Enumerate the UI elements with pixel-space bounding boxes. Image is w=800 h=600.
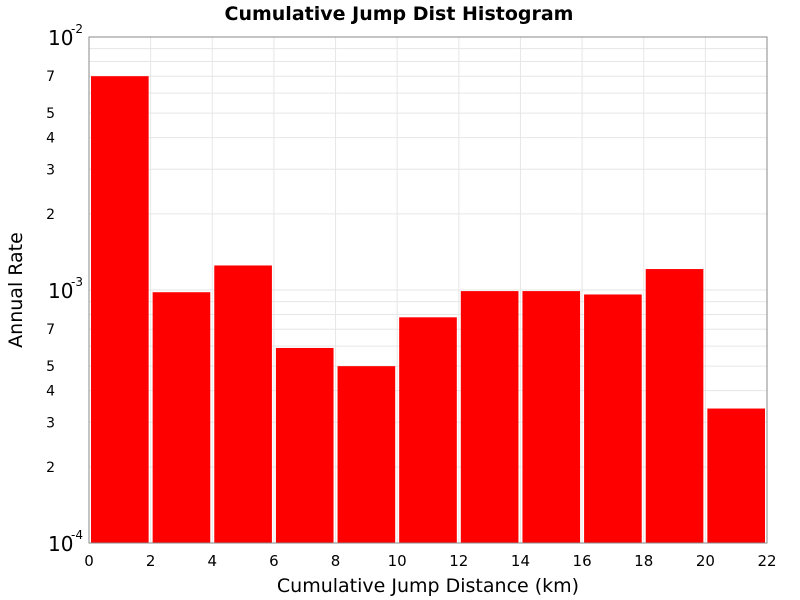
y-tick-label: 4 [46,384,55,400]
y-axis-label: Annual Rate [5,232,27,348]
x-axis-ticks: 0 2 4 6 8 10 12 14 16 18 20 22 [84,552,776,570]
y-tick-label: 2 [46,207,55,223]
bar-11 [707,408,765,543]
y-tick-label: 5 [46,359,55,375]
bar-3 [214,265,272,543]
y-major-tick-exponent: -3 [71,275,83,289]
x-tick-label: 22 [757,552,776,570]
bar-4 [275,347,334,543]
x-tick-label: 0 [84,552,94,570]
y-major-tick-base: 10 [48,532,73,556]
x-tick-label: 14 [511,552,530,570]
plot-frame [88,36,768,544]
bar-9 [584,294,642,543]
x-tick-label: 10 [388,552,407,570]
chart-title: Cumulative Jump Dist Histogram [225,3,574,25]
x-tick-label: 20 [696,552,715,570]
y-major-tick-base: 10 [48,279,73,303]
y-tick-label: 3 [46,162,55,178]
bar-7 [460,291,519,543]
y-tick-label: 2 [46,460,55,476]
y-major-tick-exponent: -4 [71,528,83,542]
x-tick-label: 4 [207,552,217,570]
y-tick-label: 4 [46,131,55,147]
y-major-tick-base: 10 [48,26,73,50]
bar-1 [91,76,149,544]
bars [91,76,765,544]
x-tick-label: 6 [269,552,279,570]
y-tick-label: 5 [46,106,55,122]
y-tick-label: 7 [46,322,55,338]
bar-6 [399,317,457,543]
bar-2 [152,292,211,543]
bar-5 [337,366,396,543]
bar-10 [645,269,704,543]
x-tick-label: 16 [573,552,592,570]
x-tick-label: 8 [331,552,341,570]
y-tick-label: 7 [46,69,55,85]
y-major-tick-exponent: -2 [71,22,83,36]
x-tick-label: 12 [449,552,468,570]
x-tick-label: 2 [146,552,156,570]
y-tick-label: 3 [46,415,55,431]
x-axis-label: Cumulative Jump Distance (km) [277,575,579,597]
x-tick-label: 18 [634,552,653,570]
bar-8 [522,291,581,543]
